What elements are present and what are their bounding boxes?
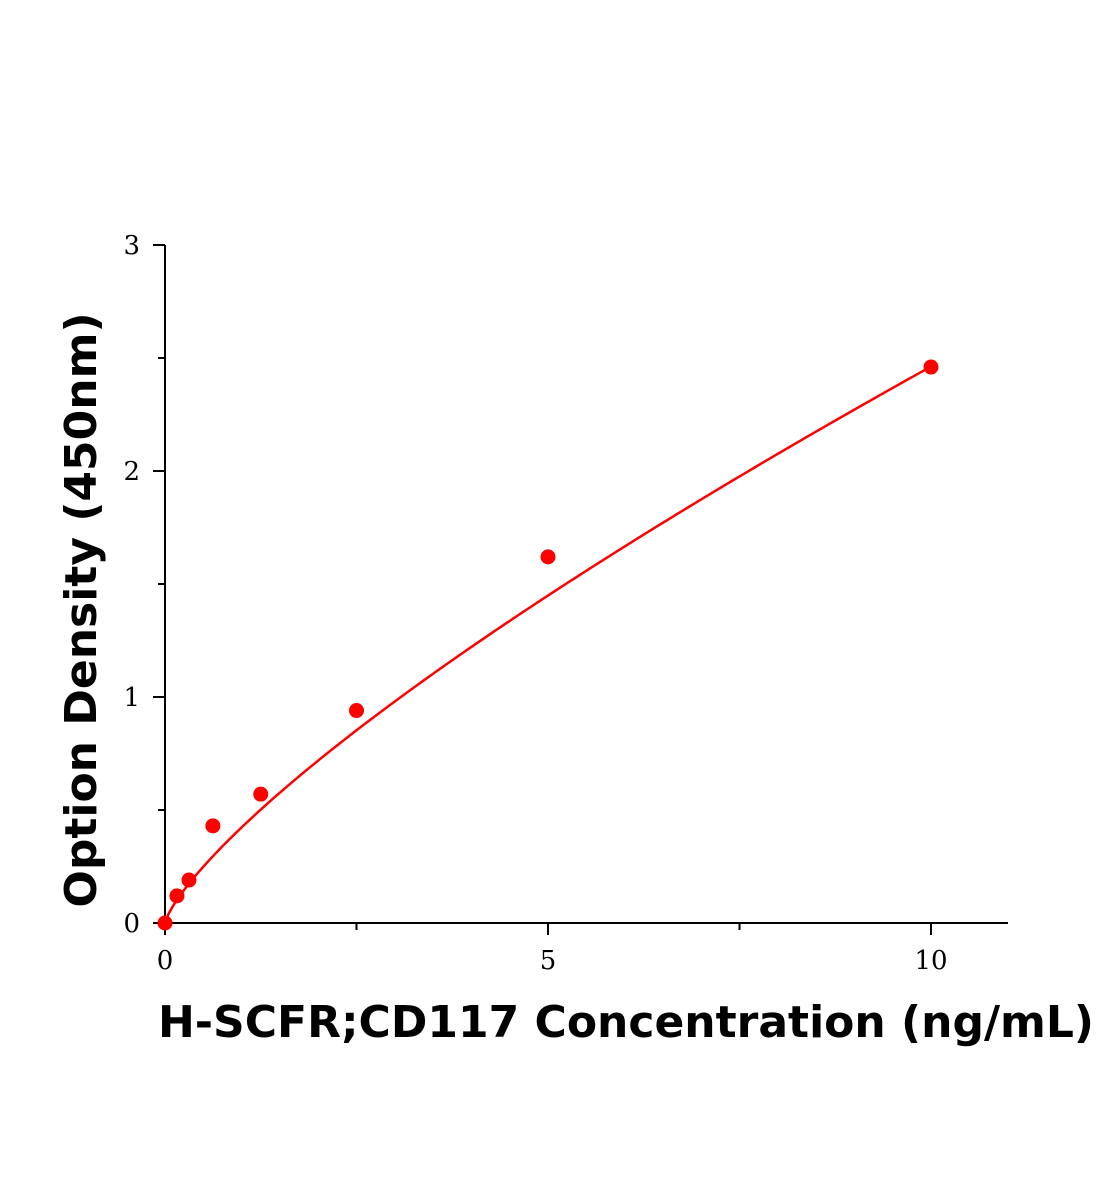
data-point-0 xyxy=(157,915,173,931)
x-tick-label-5: 5 xyxy=(540,946,557,976)
x-axis-title: H-SCFR;CD117 Concentration (ng/mL) xyxy=(158,997,1094,1048)
x-tick-label-10: 10 xyxy=(914,946,947,976)
data-point-4 xyxy=(253,786,269,802)
y-tick-label-0: 0 xyxy=(123,909,140,939)
y-tick-label-1: 1 xyxy=(123,683,140,713)
fit-curve xyxy=(163,365,932,924)
axes xyxy=(164,245,1008,924)
data-point-7 xyxy=(923,359,939,375)
y-axis-title: Option Density (450nm) xyxy=(56,312,107,907)
y-tick-label-3: 3 xyxy=(123,231,140,261)
ticks: 0 5 10 0 1 2 3 xyxy=(123,231,947,976)
data-point-2 xyxy=(181,872,197,888)
x-tick-label-0: 0 xyxy=(157,946,174,976)
fit-curve-layer xyxy=(163,365,932,924)
data-point-3 xyxy=(205,818,221,834)
y-tick-label-2: 2 xyxy=(123,457,140,487)
data-points xyxy=(157,359,939,931)
data-point-6 xyxy=(540,549,556,565)
data-point-1 xyxy=(169,888,185,904)
data-point-5 xyxy=(349,703,364,719)
